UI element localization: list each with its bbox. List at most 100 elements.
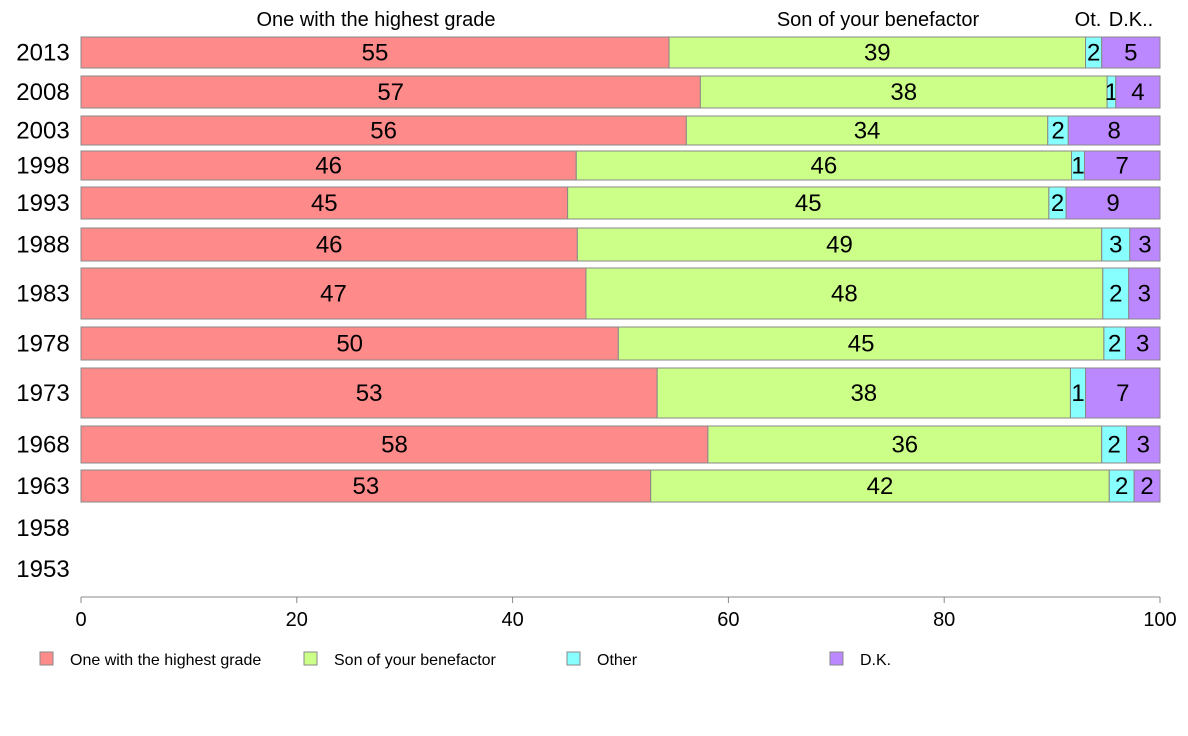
legend-label-benefactor: Son of your benefactor <box>334 652 497 669</box>
year-label-1983: 1983 <box>16 281 69 308</box>
bar-label-1963-dk: 2 <box>1140 473 1153 500</box>
bar-label-1983-benefactor: 48 <box>831 281 858 308</box>
bar-label-1993-dk: 9 <box>1106 190 1119 217</box>
year-label-1973: 1973 <box>16 380 69 407</box>
x-tick-label-60: 60 <box>717 609 739 631</box>
bar-1968-benefactor <box>707 425 1103 464</box>
bar-2013-highest-grade <box>80 36 670 69</box>
bar-2013-benefactor <box>668 36 1087 69</box>
bar-2003-highest-grade <box>80 115 687 146</box>
legend-label-other: Other <box>597 652 638 669</box>
bar-label-1973-benefactor: 38 <box>850 380 877 407</box>
legend: One with the highest grade Son of your be… <box>39 651 891 669</box>
bar-2008-dk <box>1115 75 1161 109</box>
bar-label-1968-other: 2 <box>1107 432 1120 459</box>
bar-1998-highest-grade <box>80 150 577 181</box>
bar-2008-highest-grade <box>80 75 701 109</box>
bar-label-1968-benefactor: 36 <box>891 432 918 459</box>
x-tick-label-40: 40 <box>501 609 523 631</box>
year-label-1958: 1958 <box>16 515 69 542</box>
bar-label-1978-benefactor: 45 <box>848 331 875 358</box>
bar-label-1993-highest-grade: 45 <box>311 190 338 217</box>
bar-label-1978-dk: 3 <box>1136 331 1149 358</box>
bar-1968-highest-grade <box>80 425 709 464</box>
bar-1973-benefactor <box>656 367 1071 419</box>
bar-2003-benefactor <box>685 115 1049 146</box>
bar-1978-benefactor <box>617 326 1105 361</box>
legend-swatch-dk <box>829 651 844 666</box>
bar-label-1973-other: 1 <box>1071 380 1084 407</box>
bar-label-2013-benefactor: 39 <box>864 40 891 67</box>
bar-1988-other <box>1101 227 1131 262</box>
bar-1963-highest-grade <box>80 469 652 503</box>
year-label-2013: 2013 <box>16 40 69 67</box>
bar-label-2003-benefactor: 34 <box>854 118 881 145</box>
bar-label-1963-other: 2 <box>1115 473 1128 500</box>
bar-label-2013-highest-grade: 55 <box>362 40 389 67</box>
bar-1993-dk <box>1065 186 1161 220</box>
bar-2008-benefactor <box>699 75 1108 109</box>
year-label-1988: 1988 <box>16 232 69 259</box>
bar-label-1993-benefactor: 45 <box>795 190 822 217</box>
column-header-benefactor: Son of your benefactor <box>777 9 980 31</box>
bar-1978-dk <box>1124 326 1161 361</box>
bar-1973-dk <box>1085 367 1161 419</box>
bar-label-1998-highest-grade: 46 <box>315 153 342 180</box>
bar-1978-highest-grade <box>80 326 619 361</box>
year-label-1978: 1978 <box>16 331 69 358</box>
bar-label-2013-dk: 5 <box>1124 40 1137 67</box>
bar-label-2008-dk: 4 <box>1131 79 1144 106</box>
bar-label-1988-highest-grade: 46 <box>316 232 343 259</box>
bar-label-1993-other: 2 <box>1051 190 1064 217</box>
legend-swatch-benefactor <box>303 651 318 666</box>
bar-1988-benefactor <box>576 227 1103 262</box>
year-label-1963: 1963 <box>16 473 69 500</box>
x-tick-label-80: 80 <box>933 609 955 631</box>
x-tick-label-20: 20 <box>286 609 308 631</box>
legend-swatch-other <box>566 651 581 666</box>
bar-2013-dk <box>1101 36 1161 69</box>
year-label-2003: 2003 <box>16 118 69 145</box>
bar-label-1988-benefactor: 49 <box>826 232 853 259</box>
bar-label-1973-highest-grade: 53 <box>356 380 383 407</box>
year-label-1968: 1968 <box>16 432 69 459</box>
x-tick-label-0: 0 <box>75 609 86 631</box>
bar-label-1978-highest-grade: 50 <box>336 331 363 358</box>
legend-label-highest-grade: One with the highest grade <box>70 652 261 669</box>
bar-1993-benefactor <box>567 186 1050 220</box>
bar-label-1998-dk: 7 <box>1116 153 1129 180</box>
year-label-1998: 1998 <box>16 153 69 180</box>
bar-label-2008-highest-grade: 57 <box>377 79 404 106</box>
legend-label-dk: D.K. <box>860 652 891 669</box>
bar-1973-highest-grade <box>80 367 658 419</box>
bar-label-1998-other: 1 <box>1071 153 1084 180</box>
year-label-2008: 2008 <box>16 79 69 106</box>
year-label-1953: 1953 <box>16 556 69 583</box>
bar-1983-dk <box>1128 267 1161 320</box>
bar-1998-dk <box>1083 150 1161 181</box>
bar-label-1978-other: 2 <box>1108 331 1121 358</box>
bar-label-2008-benefactor: 38 <box>890 79 917 106</box>
bar-label-1988-dk: 3 <box>1138 232 1151 259</box>
x-tick-label-100: 100 <box>1143 609 1176 631</box>
bar-label-1988-other: 3 <box>1109 232 1122 259</box>
bar-label-1998-benefactor: 46 <box>811 153 838 180</box>
bar-1963-dk <box>1133 469 1161 503</box>
bar-1988-highest-grade <box>80 227 578 262</box>
bar-1993-highest-grade <box>80 186 569 220</box>
bar-1983-highest-grade <box>80 267 587 320</box>
bar-2003-dk <box>1067 115 1161 146</box>
column-header-other: Ot. <box>1075 9 1102 31</box>
bar-label-2008-other: 1 <box>1105 79 1118 106</box>
column-headers: One with the highest grade Son of your b… <box>256 9 1153 31</box>
bar-1968-other <box>1101 425 1128 464</box>
bar-1983-benefactor <box>585 267 1104 320</box>
bar-label-1963-highest-grade: 53 <box>353 473 380 500</box>
bar-label-1968-highest-grade: 58 <box>381 432 408 459</box>
bar-label-1983-dk: 3 <box>1138 281 1151 308</box>
bar-label-1973-dk: 7 <box>1116 380 1129 407</box>
legend-swatch-highest-grade <box>39 651 54 666</box>
bar-label-1983-other: 2 <box>1109 281 1122 308</box>
bar-1963-benefactor <box>650 469 1110 503</box>
